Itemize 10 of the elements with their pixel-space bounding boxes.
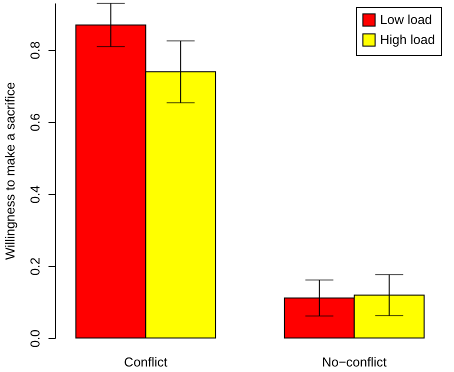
x-tick-label: Conflict [124,354,168,370]
y-tick-label: 0.0 [28,329,42,348]
y-tick-label: 0.2 [28,257,42,276]
y-tick-label: 0.6 [28,113,42,132]
legend-label: Low load [380,12,432,27]
y-tick-label: 0.8 [28,41,42,60]
legend-label: High load [380,32,435,47]
y-tick-label: 0.4 [28,185,42,204]
x-tick-label: No−conflict [322,354,387,370]
y-axis-title: Willingness to make a sacrifice [2,82,18,260]
